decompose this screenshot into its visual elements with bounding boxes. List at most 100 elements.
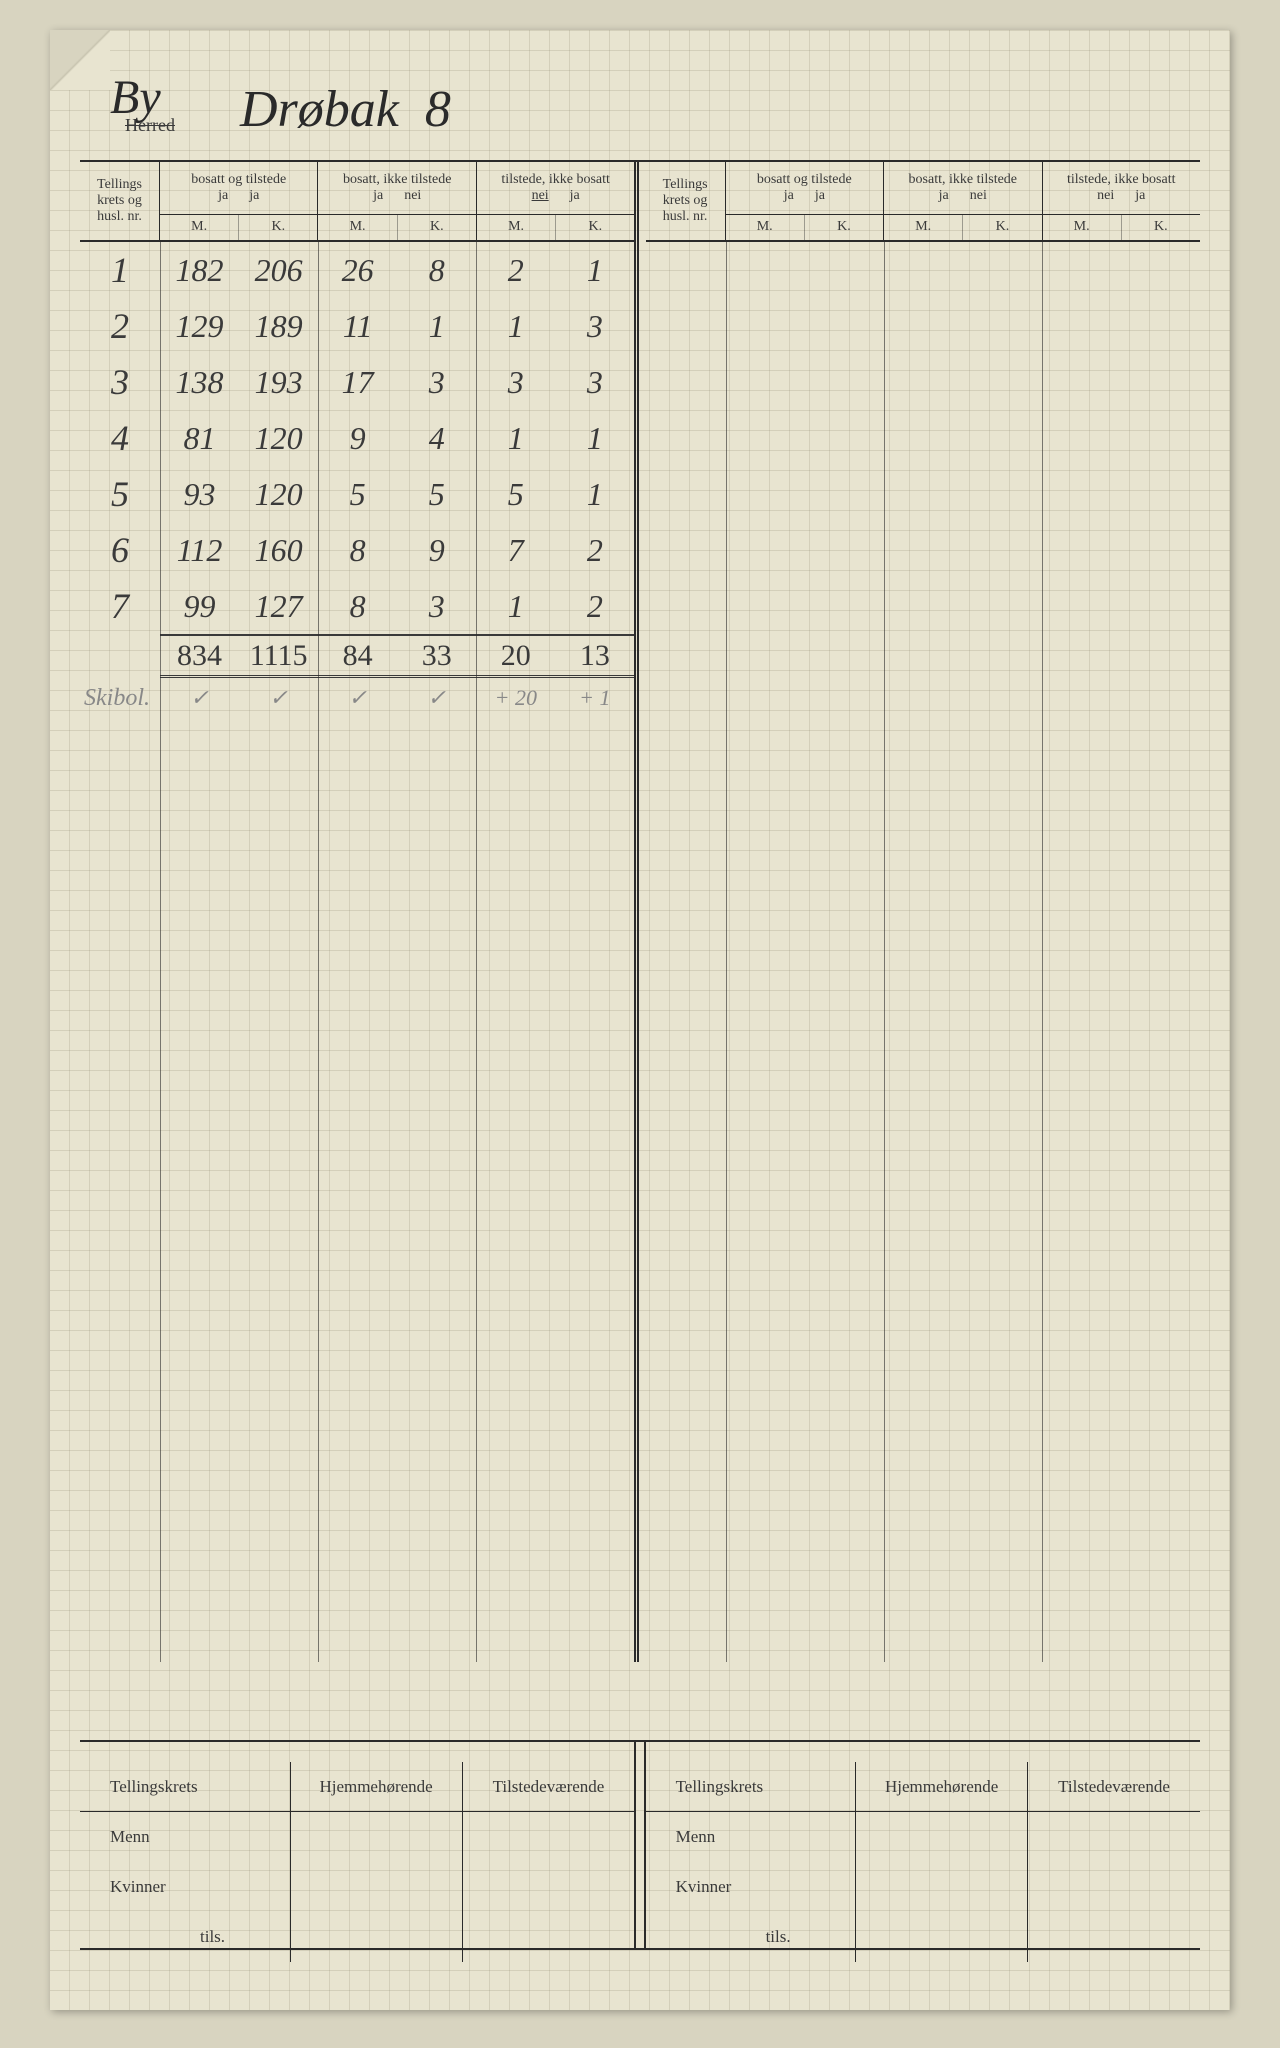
data-cell: 93 — [160, 476, 239, 513]
row-number: 4 — [80, 417, 160, 459]
row-number: 2 — [80, 305, 160, 347]
data-cell: 3 — [555, 364, 634, 401]
total-cell: 13 — [555, 639, 634, 673]
table-header-left: Tellings krets og husl. nr. bosatt og ti… — [80, 162, 634, 242]
totals-row: 834 1115 84 33 20 13 — [160, 634, 634, 678]
bottom-tils: tils. — [80, 1912, 291, 1962]
data-cell: 2 — [555, 588, 634, 625]
data-cell: 1 — [555, 476, 634, 513]
total-cell: 84 — [318, 639, 397, 673]
data-cell: 9 — [318, 420, 397, 457]
data-cell: 1 — [555, 252, 634, 289]
bottom-kvinner: Kvinner — [80, 1862, 291, 1912]
location-name: Drøbak — [240, 81, 399, 138]
data-cell: 5 — [318, 476, 397, 513]
data-cell: 3 — [397, 588, 476, 625]
bottom-menn: Menn — [80, 1812, 291, 1862]
data-cell: 3 — [397, 364, 476, 401]
table-header-right: Tellings krets og husl. nr. bosatt og ti… — [646, 162, 1200, 242]
col-k: K. — [398, 215, 476, 240]
data-cell: 17 — [318, 364, 397, 401]
bottom-hjemme: Hjemmehørende — [856, 1762, 1028, 1811]
col-krets-header: Tellings krets og husl. nr. — [80, 162, 160, 240]
data-row: 4811209411 — [80, 410, 634, 466]
row-number: 3 — [80, 361, 160, 403]
group2-ja: ja — [373, 188, 383, 203]
col-k: K. — [556, 215, 634, 240]
row-number: 7 — [80, 585, 160, 627]
group2-nei: nei — [970, 188, 987, 203]
col-group-3: tilstede, ikke bosatt nei ja M. K. — [477, 162, 634, 240]
bottom-tellingskrets: Tellingskrets — [80, 1762, 291, 1811]
data-cell: 138 — [160, 364, 239, 401]
data-cell: 127 — [239, 588, 318, 625]
data-left: 1182206268212129189111133138193173334811… — [80, 242, 634, 1662]
data-cell: 1 — [397, 308, 476, 345]
group3-ja: ja — [1135, 188, 1145, 203]
bottom-right: Tellingskrets Hjemmehørende Tilstedevære… — [646, 1742, 1200, 1948]
data-row: 61121608972 — [80, 522, 634, 578]
data-row: 313819317333 — [80, 354, 634, 410]
pencil-mark: ✓ — [239, 685, 318, 711]
data-row: 7991278312 — [80, 578, 634, 634]
data-cell: 120 — [239, 476, 318, 513]
data-row: 212918911113 — [80, 298, 634, 354]
data-cell: 1 — [476, 588, 555, 625]
data-cell: 81 — [160, 420, 239, 457]
col-k: K. — [239, 215, 317, 240]
table-left: Tellings krets og husl. nr. bosatt og ti… — [80, 162, 634, 242]
col-m: M. — [477, 215, 556, 240]
data-row: 118220626821 — [80, 242, 634, 298]
bottom-tils: tils. — [646, 1912, 857, 1962]
data-cell: 3 — [476, 364, 555, 401]
bottom-tellingskrets: Tellingskrets — [646, 1762, 857, 1811]
col-m: M. — [1043, 215, 1122, 240]
bottom-kvinner: Kvinner — [646, 1862, 857, 1912]
group1-ja2: ja — [815, 188, 825, 203]
bottom-divider — [634, 1742, 645, 1948]
group3-title: tilstede, ikke bosatt — [1045, 172, 1198, 188]
group1-ja2: ja — [249, 188, 259, 203]
col-k: K. — [805, 215, 883, 240]
col-group-2r: bosatt, ikke tilstede ja nei M. K. — [884, 162, 1042, 240]
data-row: 5931205551 — [80, 466, 634, 522]
data-cell: 5 — [476, 476, 555, 513]
data-cell: 8 — [397, 252, 476, 289]
group3-nei: nei — [532, 188, 549, 203]
row-number: 1 — [80, 249, 160, 291]
row-number: 6 — [80, 529, 160, 571]
page-fold — [50, 30, 110, 90]
main-table: Tellings krets og husl. nr. bosatt og ti… — [80, 160, 1200, 1662]
data-cell: 11 — [318, 308, 397, 345]
data-cell: 189 — [239, 308, 318, 345]
bottom-hjemme: Hjemmehørende — [291, 1762, 463, 1811]
pencil-mark: ✓ — [397, 685, 476, 711]
center-divider-body — [634, 242, 639, 1662]
pencil-row: Skibol. ✓ ✓ ✓ ✓ + 20 + 1 — [80, 678, 634, 718]
col-group-1: bosatt og tilstede ja ja M. K. — [160, 162, 318, 240]
col-group-2: bosatt, ikke tilstede ja nei M. K. — [318, 162, 476, 240]
data-rows: 1182206268212129189111133138193173334811… — [80, 242, 634, 634]
data-cell: 120 — [239, 420, 318, 457]
data-cell: 1 — [555, 420, 634, 457]
data-cell: 5 — [397, 476, 476, 513]
group1-ja1: ja — [218, 188, 228, 203]
col-k: K. — [963, 215, 1041, 240]
bottom-tilstede: Tilstedeværende — [1028, 1762, 1200, 1811]
total-cell: 834 — [160, 639, 239, 673]
by-label: By — [110, 70, 161, 125]
data-cell: 112 — [160, 532, 239, 569]
data-cell: 206 — [239, 252, 318, 289]
data-area: 1182206268212129189111133138193173334811… — [80, 242, 1200, 1662]
bottom-tilstede: Tilstedeværende — [463, 1762, 635, 1811]
group1-title: bosatt og tilstede — [728, 172, 881, 188]
pencil-label: Skibol. — [80, 685, 160, 712]
col-krets-header: Tellings krets og husl. nr. — [646, 162, 726, 240]
location-number: 8 — [425, 81, 451, 138]
data-cell: 2 — [555, 532, 634, 569]
col-m: M. — [884, 215, 963, 240]
col-m: M. — [726, 215, 805, 240]
col-group-3r: tilstede, ikke bosatt nei ja M. K. — [1043, 162, 1200, 240]
data-cell: 182 — [160, 252, 239, 289]
pencil-mark: + 1 — [555, 685, 634, 711]
